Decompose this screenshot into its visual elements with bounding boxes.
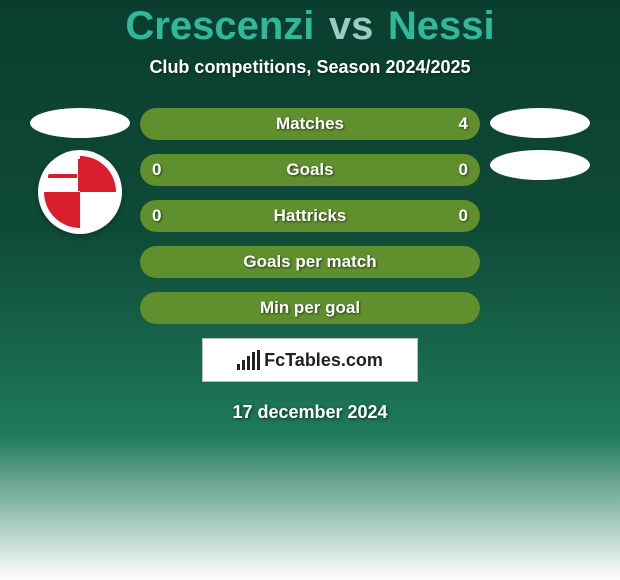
brand-chart-icon bbox=[237, 350, 260, 370]
stat-label: Goals bbox=[286, 160, 333, 180]
stat-fill-right bbox=[310, 154, 480, 186]
player2-photo-placeholder bbox=[490, 108, 590, 138]
stat-label: Goals per match bbox=[243, 252, 376, 272]
stat-label: Matches bbox=[276, 114, 344, 134]
stat-value-right: 4 bbox=[459, 114, 468, 134]
title-row: Crescenzi vs Nessi bbox=[0, 0, 620, 57]
player1-photo-placeholder bbox=[30, 108, 130, 138]
stat-row: 4 Matches bbox=[140, 108, 480, 140]
comparison-card: Crescenzi vs Nessi Club competitions, Se… bbox=[0, 0, 620, 423]
brand-text: FcTables.com bbox=[264, 350, 383, 371]
subtitle: Club competitions, Season 2024/2025 bbox=[0, 57, 620, 78]
stat-row: Goals per match bbox=[140, 246, 480, 278]
stats-column: 4 Matches 0 0 Goals 0 0 Hattricks Goals per matc… bbox=[140, 102, 480, 324]
title-player1: Crescenzi bbox=[125, 4, 314, 49]
title-player2: Nessi bbox=[388, 4, 495, 49]
stat-row: 0 0 Hattricks bbox=[140, 200, 480, 232]
title-vs: vs bbox=[329, 4, 374, 49]
compare-area: 4 Matches 0 0 Goals 0 0 Hattricks Goals per matc… bbox=[0, 102, 620, 324]
stat-fill-left bbox=[140, 154, 310, 186]
brand-logo[interactable]: FcTables.com bbox=[202, 338, 418, 382]
stat-value-right: 0 bbox=[459, 160, 468, 180]
stat-row: Min per goal bbox=[140, 292, 480, 324]
player2-club-placeholder bbox=[490, 150, 590, 180]
footer-date: 17 december 2024 bbox=[232, 402, 387, 423]
side-left bbox=[20, 102, 140, 234]
stat-value-right: 0 bbox=[459, 206, 468, 226]
stat-value-left: 0 bbox=[152, 160, 161, 180]
stat-row: 0 0 Goals bbox=[140, 154, 480, 186]
stat-label: Min per goal bbox=[260, 298, 360, 318]
stat-label: Hattricks bbox=[274, 206, 347, 226]
side-right bbox=[480, 102, 600, 180]
player1-club-badge bbox=[38, 150, 122, 234]
stat-value-left: 0 bbox=[152, 206, 161, 226]
